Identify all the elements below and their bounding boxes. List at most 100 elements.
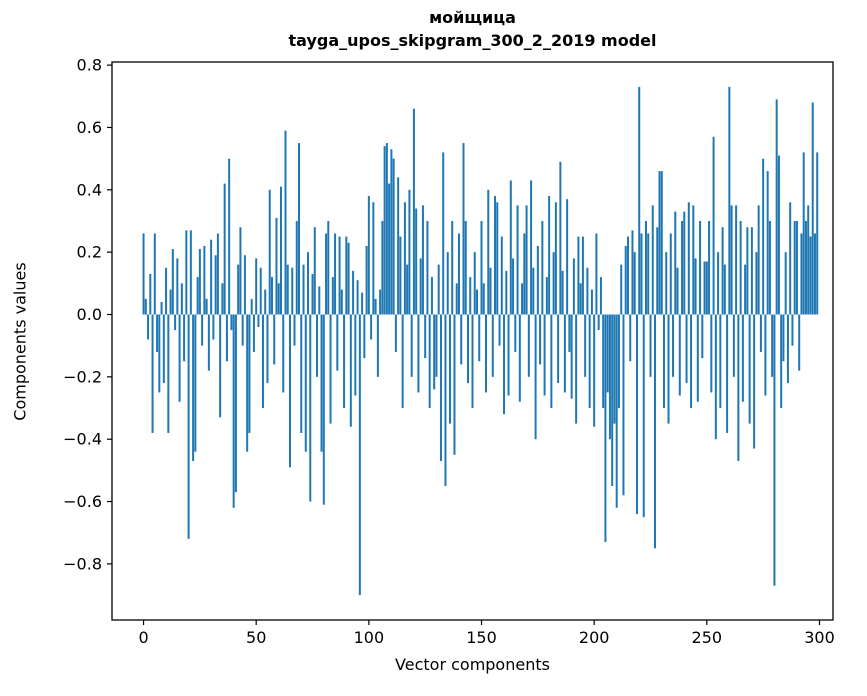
bar [759, 314, 762, 352]
bar [615, 314, 618, 508]
bar [478, 314, 481, 362]
bar [237, 264, 240, 315]
bar [588, 314, 591, 409]
bar [611, 314, 614, 486]
bar [304, 314, 307, 452]
bar [174, 314, 177, 331]
bar [439, 314, 442, 462]
y-tick-label: −0.6 [63, 492, 102, 511]
bar [714, 314, 717, 440]
bar [771, 314, 774, 377]
bar [192, 314, 195, 462]
bar [617, 314, 620, 409]
bar [807, 205, 810, 315]
bar [408, 189, 411, 315]
bar [162, 314, 165, 384]
bar [203, 245, 206, 315]
bar [455, 283, 458, 315]
bar [153, 233, 156, 315]
bar [633, 252, 636, 315]
bar [205, 298, 208, 315]
bar [196, 277, 199, 315]
bar [248, 314, 251, 433]
bar [762, 158, 765, 315]
bar [273, 314, 276, 365]
bar [541, 220, 544, 315]
bar [685, 314, 688, 384]
bar [723, 264, 726, 315]
bar [489, 267, 492, 315]
bar [430, 277, 433, 315]
bar [786, 314, 789, 384]
bar [728, 86, 731, 315]
bar [737, 314, 740, 462]
bar [178, 314, 181, 402]
bar [397, 177, 400, 315]
bar [667, 314, 670, 424]
x-tick-label: 200 [579, 628, 610, 647]
bar [325, 233, 328, 315]
bar [300, 314, 303, 433]
bar [746, 227, 749, 315]
bar [448, 314, 451, 424]
bar [694, 258, 697, 315]
bar [198, 249, 201, 315]
bar [593, 314, 596, 427]
bar [584, 314, 587, 377]
bar [228, 158, 231, 315]
bar [678, 314, 681, 396]
bar [622, 314, 625, 496]
y-tick-label: −0.8 [63, 554, 102, 573]
bar [595, 233, 598, 315]
bar [676, 267, 679, 315]
bar [782, 314, 785, 362]
bar [354, 314, 357, 396]
bar [419, 258, 422, 315]
bar [703, 261, 706, 315]
bar [624, 245, 627, 315]
x-tick-label: 250 [692, 628, 723, 647]
bar [813, 233, 816, 315]
bar [284, 130, 287, 315]
bar [176, 258, 179, 315]
bar [642, 314, 645, 518]
bar [446, 252, 449, 315]
bar [246, 314, 249, 452]
bar [142, 233, 145, 315]
bar [187, 314, 190, 539]
chart-title-model: tayga_upos_skipgram_300_2_2019 model [288, 31, 657, 51]
bar [372, 202, 375, 315]
bar [336, 314, 339, 371]
bar [264, 289, 267, 315]
x-tick-label: 150 [466, 628, 497, 647]
bar [421, 205, 424, 315]
bar [647, 233, 650, 315]
bar [730, 205, 733, 315]
bar [194, 314, 197, 452]
bar [766, 171, 769, 315]
bar [681, 220, 684, 315]
bar [268, 189, 271, 315]
bar [466, 314, 469, 384]
bar [171, 249, 174, 315]
bar [311, 273, 314, 315]
bar [809, 236, 812, 315]
bar [793, 220, 796, 315]
bar [270, 277, 273, 315]
bar [586, 267, 589, 315]
bar [327, 220, 330, 315]
bar [473, 252, 476, 315]
bar [800, 233, 803, 315]
y-tick-label: 0.2 [77, 243, 102, 262]
bar [406, 264, 409, 315]
bar [225, 314, 228, 362]
bar [480, 220, 483, 315]
bar [286, 264, 289, 315]
bar [356, 280, 359, 315]
bar [631, 230, 634, 315]
bar [239, 227, 242, 315]
bar [518, 314, 521, 402]
bar [798, 314, 801, 371]
bar [597, 314, 600, 331]
bar [640, 233, 643, 315]
